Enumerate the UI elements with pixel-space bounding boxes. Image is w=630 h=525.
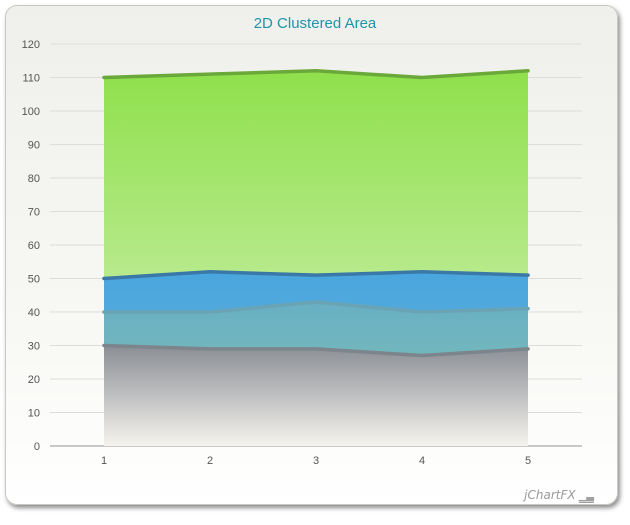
brand-text: jChartFX	[524, 488, 576, 502]
y-tick-label: 60	[28, 240, 40, 252]
x-tick-label: 1	[101, 455, 107, 467]
y-tick-label: 40	[28, 307, 40, 319]
y-tick-label: 20	[28, 374, 40, 386]
y-tick-label: 10	[28, 408, 40, 420]
y-tick-label: 50	[28, 274, 40, 286]
area-series-3-line	[102, 300, 530, 314]
x-tick-label: 2	[207, 455, 213, 467]
area-series-4-line	[102, 343, 530, 358]
x-tick-label: 5	[525, 455, 531, 467]
branding: jChartFX ▁▃	[524, 488, 594, 503]
axes: 0 10 20 30 40 50 60 70 80 90 100 110 120 1 2 3 4 5	[22, 39, 531, 467]
chart-title: 2D Clustered Area	[253, 15, 377, 32]
y-tick-label: 0	[34, 441, 40, 453]
area-series-1-line	[102, 69, 530, 80]
y-tick-label: 100	[22, 106, 40, 118]
x-tick-label: 4	[419, 455, 425, 467]
y-tick-label: 110	[22, 73, 40, 85]
area-series-4-fill	[104, 345, 528, 446]
area-series	[102, 69, 530, 447]
y-tick-label: 90	[28, 140, 40, 152]
chart-logo-icon: ▁▃	[578, 491, 594, 503]
x-tick-label: 3	[313, 455, 319, 467]
y-tick-label: 30	[28, 341, 40, 353]
y-tick-label: 120	[22, 39, 40, 51]
y-tick-label: 80	[28, 173, 40, 185]
y-tick-label: 70	[28, 207, 40, 219]
area-series-2-line	[102, 270, 530, 281]
